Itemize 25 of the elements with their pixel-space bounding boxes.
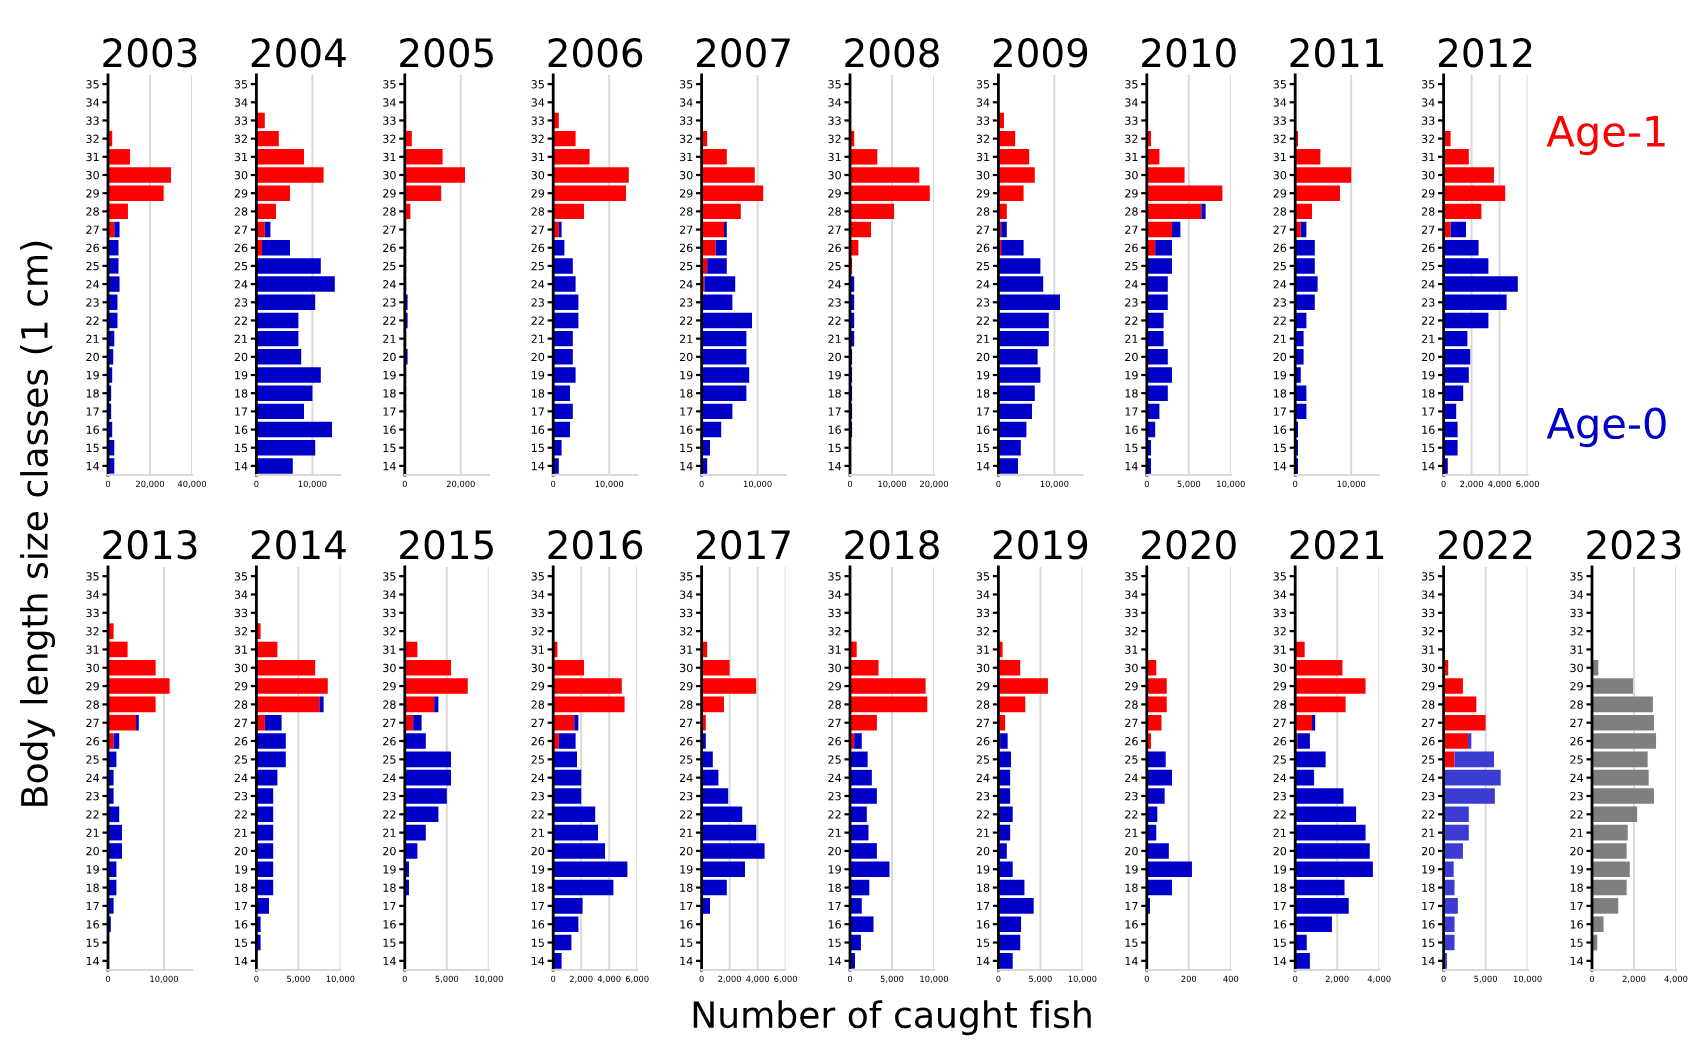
- chart-title: 2004: [251, 38, 346, 68]
- chart-title: 2019: [993, 530, 1088, 560]
- series-label: Age-1: [1546, 116, 1665, 156]
- chart-title: 2022: [1438, 530, 1532, 560]
- chart-title: 2016: [548, 530, 643, 560]
- chart-title: 2017: [696, 530, 790, 560]
- chart-title: 2020: [1142, 530, 1236, 560]
- y-axis-title: Body length size classes (1 cm): [20, 241, 56, 806]
- chart-title: 2013: [103, 530, 197, 560]
- chart-title: 2007: [696, 38, 790, 68]
- chart-title: 2006: [548, 38, 643, 68]
- chart-title: 2003: [103, 38, 197, 68]
- chart-title: 2009: [993, 38, 1088, 68]
- chart-title: 2014: [251, 530, 346, 560]
- chart-title: 2023: [1587, 530, 1681, 560]
- chart-title: 2011: [1290, 38, 1384, 68]
- x-axis-title: Number of caught fish: [693, 1000, 1091, 1036]
- chart-title: 2021: [1290, 530, 1384, 560]
- chart-title: 2005: [400, 38, 493, 68]
- chart-title: 2015: [400, 530, 493, 560]
- chart-title: 2010: [1142, 38, 1236, 68]
- series-label: Age-0: [1546, 407, 1666, 448]
- chart-title: 2008: [845, 38, 939, 68]
- chart-title: 2012: [1438, 38, 1532, 68]
- chart-title: 2018: [845, 530, 939, 560]
